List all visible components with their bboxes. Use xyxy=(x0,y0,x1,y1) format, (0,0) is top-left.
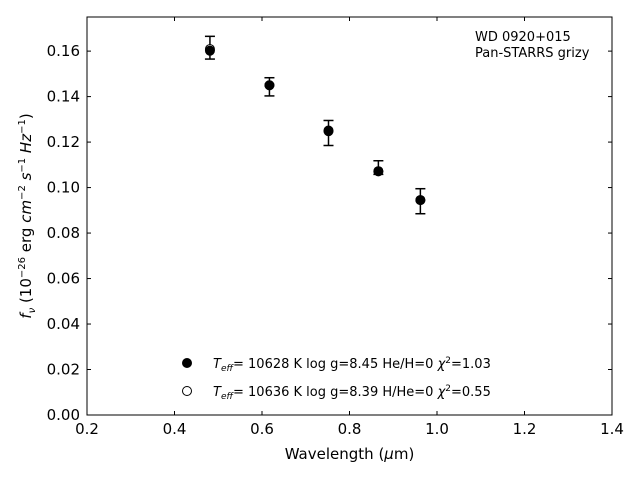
y-tick-label: 0.06 xyxy=(47,270,80,288)
model-point-filled xyxy=(204,45,215,56)
y-tick-label: 0.08 xyxy=(47,224,80,242)
y-tick-label: 0.04 xyxy=(47,315,80,333)
y-axis-label: fν (10−26 erg cm−2 s−1 Hz−1) xyxy=(17,113,38,318)
model-point-filled xyxy=(373,166,384,177)
x-tick-label: 1.0 xyxy=(425,420,449,438)
x-tick-label: 0.4 xyxy=(163,420,187,438)
axis-ticks: 0.2 0.4 0.6 0.8 1.0 1.2 1.4 0.00 0.02 0.04 0.06 0.0… xyxy=(47,17,624,438)
annotation-object-name: WD 0920+015 xyxy=(475,30,571,45)
data-marks xyxy=(204,35,426,215)
x-tick-label: 1.2 xyxy=(513,420,537,438)
y-tick-label: 0.00 xyxy=(47,406,80,424)
legend-entry-2: Teff= 10636 K log g=8.39 H/He=0 χ2=0.55 xyxy=(213,384,491,402)
legend: Teff= 10628 K log g=8.45 He/H=0 χ2=1.03 … xyxy=(182,356,491,402)
plot-frame xyxy=(86,16,613,416)
legend-marker-open xyxy=(182,386,192,396)
x-axis-label: Wavelength (μm) xyxy=(285,445,415,463)
x-tick-label: 0.2 xyxy=(75,420,99,438)
model-point-filled xyxy=(264,80,275,91)
x-tick-label: 0.8 xyxy=(338,420,362,438)
legend-marker-filled xyxy=(182,358,192,368)
x-tick-label: 0.6 xyxy=(250,420,274,438)
y-tick-label: 0.02 xyxy=(47,361,80,379)
x-tick-label: 1.4 xyxy=(600,420,624,438)
y-tick-label: 0.16 xyxy=(47,42,80,60)
y-tick-label: 0.14 xyxy=(47,88,80,106)
model-point-filled xyxy=(415,195,426,206)
model-point-filled xyxy=(323,126,334,137)
y-tick-label: 0.10 xyxy=(47,179,80,197)
annotation-survey: Pan-STARRS grizy xyxy=(475,46,590,61)
legend-entry-1: Teff= 10628 K log g=8.45 He/H=0 χ2=1.03 xyxy=(213,356,491,374)
y-tick-label: 0.12 xyxy=(47,133,80,151)
